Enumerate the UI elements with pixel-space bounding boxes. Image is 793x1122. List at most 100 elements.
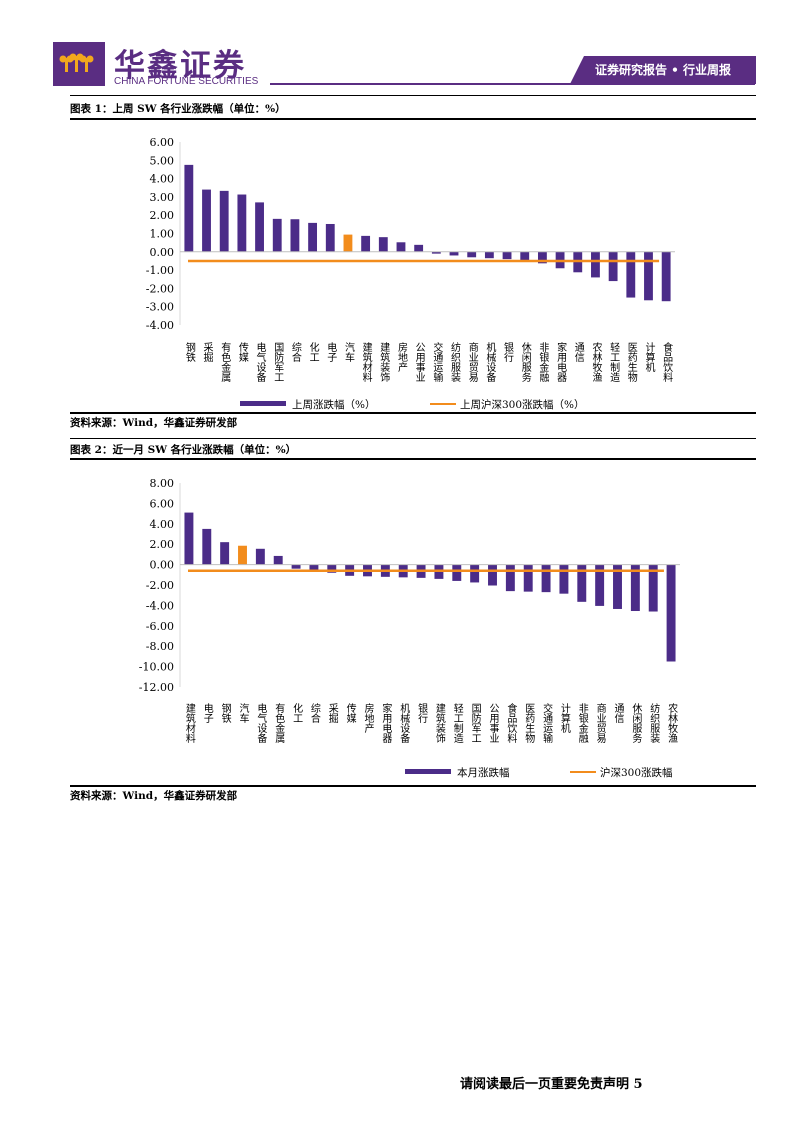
chart1-category-label: 房地产 bbox=[395, 341, 407, 373]
chart2-category-label: 钢铁 bbox=[219, 702, 231, 724]
chart2-bar bbox=[505, 564, 515, 592]
chart2-category-label: 综合 bbox=[308, 702, 320, 724]
chart1-category-label: 商业贸易 bbox=[466, 341, 478, 383]
chart1-bar bbox=[520, 251, 530, 261]
chart2-category-label: 建筑材料 bbox=[183, 702, 195, 744]
chart2-y-tick-label: -6.00 bbox=[146, 620, 174, 633]
chart1-legend-line-label: 上周沪深300涨跌幅（%） bbox=[460, 398, 585, 411]
chart1-bar bbox=[361, 235, 371, 252]
chart1-category-label: 综合 bbox=[289, 341, 301, 363]
chart2-bar bbox=[666, 564, 676, 662]
chart2-y-tick-label: 8.00 bbox=[150, 477, 175, 490]
chart1-y-tick-label: 0.00 bbox=[150, 246, 175, 259]
chart1-category-label: 国防军工 bbox=[272, 342, 284, 382]
chart1-category-label: 医药生物 bbox=[625, 342, 637, 383]
chart1-category-label: 钢铁 bbox=[183, 341, 195, 363]
chart1-y-tick-label: 5.00 bbox=[150, 154, 175, 167]
chart1-category-label: 交通运输 bbox=[431, 341, 443, 383]
chart1-category-label: 农林牧渔 bbox=[590, 341, 602, 383]
header-divider bbox=[270, 83, 755, 85]
chart2-category-label: 轻工制造 bbox=[451, 702, 463, 743]
chart1-category-label: 银行 bbox=[502, 341, 514, 363]
company-name-cn: 华鑫证券 bbox=[114, 48, 246, 84]
chart2-bar bbox=[327, 564, 337, 573]
chart2-category-label: 电子 bbox=[201, 702, 213, 723]
chart1-category-label: 电气设备 bbox=[254, 341, 266, 383]
chart1-bar bbox=[290, 219, 300, 252]
chart1-bar bbox=[396, 242, 406, 252]
chart2-category-label: 休闲服务 bbox=[630, 703, 642, 744]
chart1-bar bbox=[255, 202, 264, 252]
chart2-bar bbox=[184, 512, 194, 565]
chart2-category-label: 通信 bbox=[612, 703, 624, 724]
chart1-category-label: 食品饮料 bbox=[661, 341, 673, 383]
chart2-y-tick-label: 4.00 bbox=[150, 518, 175, 531]
chart2-legend-line-label: 沪深300涨跌幅 bbox=[600, 766, 673, 779]
chart1-y-tick-label: 4.00 bbox=[150, 173, 175, 186]
chart2-category-label: 电气设备 bbox=[255, 702, 267, 744]
chart2-y-tick-label: -2.00 bbox=[146, 579, 174, 592]
chart1-y-tick-label: 6.00 bbox=[150, 136, 175, 149]
chart1-category-label: 有色金属 bbox=[219, 341, 231, 383]
chart2-category-label: 汽车 bbox=[237, 702, 249, 724]
chart1-bar bbox=[431, 251, 441, 254]
chart1-y-tick-label: 3.00 bbox=[150, 191, 175, 204]
figure1-source: 资料来源：Wind，华鑫证券研发部 bbox=[70, 417, 238, 429]
chart1-category-label: 汽车 bbox=[342, 341, 354, 363]
chart2-bar bbox=[559, 564, 569, 594]
figure2-title: 图表 2：近一月 SW 各行业涨跌幅（单位：%） bbox=[70, 444, 297, 456]
figure2-bottom-rule bbox=[70, 785, 756, 787]
chart1-category-label: 纺织服装 bbox=[449, 341, 461, 383]
chart1-bar bbox=[449, 251, 459, 256]
chart1-category-label: 计算机 bbox=[643, 341, 655, 373]
chart2-category-label: 公用事业 bbox=[487, 703, 499, 743]
chart2-bar bbox=[309, 564, 319, 572]
chart2-legend-bar-label: 本月涨跌幅 bbox=[457, 766, 510, 779]
chart1-bar bbox=[537, 251, 547, 264]
chart1-y-tick-label: -1.00 bbox=[146, 264, 174, 277]
chart2-bar bbox=[273, 555, 283, 565]
chart2-bar bbox=[541, 564, 551, 593]
chart2-y-tick-label: -10.00 bbox=[139, 661, 174, 674]
chart1-bar bbox=[219, 190, 229, 252]
chart2-category-label: 非银金融 bbox=[576, 703, 588, 744]
chart2-y-tick-label: 6.00 bbox=[150, 497, 175, 510]
chart2: 8.00 6.00 4.00 2.00 0.00 -2.00 -4.00 -6.00 -8.00… bbox=[139, 477, 680, 779]
chart1-bar bbox=[591, 251, 600, 278]
chart2-bar bbox=[648, 564, 658, 612]
chart2-y-tick-label: -4.00 bbox=[146, 599, 174, 612]
chart1-y-tick-label: -4.00 bbox=[146, 319, 174, 332]
chart1-bar bbox=[325, 223, 335, 252]
chart2-category-label: 国防军工 bbox=[469, 703, 481, 743]
chart2-bar bbox=[291, 564, 301, 569]
chart1-category-label: 建筑装饰 bbox=[378, 341, 390, 383]
chart2-y-tick-label: 0.00 bbox=[150, 559, 175, 572]
chart2-bar bbox=[202, 528, 212, 565]
chart1-y-tick-label: 2.00 bbox=[150, 209, 175, 222]
figure2-top-rule bbox=[70, 438, 756, 439]
chart2-y-tick-label: 2.00 bbox=[150, 538, 175, 551]
chart1-category-label: 休闲服务 bbox=[519, 342, 531, 383]
chart2-category-label: 化工 bbox=[291, 702, 303, 723]
chart1-bar bbox=[184, 164, 194, 252]
chart1-bar bbox=[343, 234, 353, 252]
chart2-bar bbox=[613, 564, 622, 609]
chart2-category-label: 商业贸易 bbox=[594, 702, 606, 744]
chart1-bar bbox=[608, 251, 618, 282]
chart1-bar bbox=[237, 194, 247, 252]
chart1-bar bbox=[378, 237, 388, 252]
chart2-bar bbox=[523, 564, 533, 592]
chart2-bar bbox=[238, 545, 247, 565]
chart1: 6.00 5.00 4.00 3.00 2.00 1.00 0.00 -1.00 -2.00 -3… bbox=[146, 136, 675, 411]
chart1-bar bbox=[202, 189, 211, 252]
chart2-category-label: 家用电器 bbox=[380, 702, 392, 744]
chart2-bar bbox=[577, 564, 587, 602]
chart1-category-label: 传媒 bbox=[236, 342, 248, 363]
chart2-y-tick-label: -8.00 bbox=[146, 640, 174, 653]
chart1-category-label: 家用电器 bbox=[555, 341, 567, 383]
disclaimer-note: 请阅读最后一页重要免责声明 5 bbox=[460, 1077, 643, 1092]
chart2-bar bbox=[470, 564, 480, 583]
chart1-bar bbox=[502, 251, 512, 260]
chart1-y-tick-label: -3.00 bbox=[146, 301, 174, 314]
chart1-legend-bar-swatch bbox=[240, 401, 286, 406]
